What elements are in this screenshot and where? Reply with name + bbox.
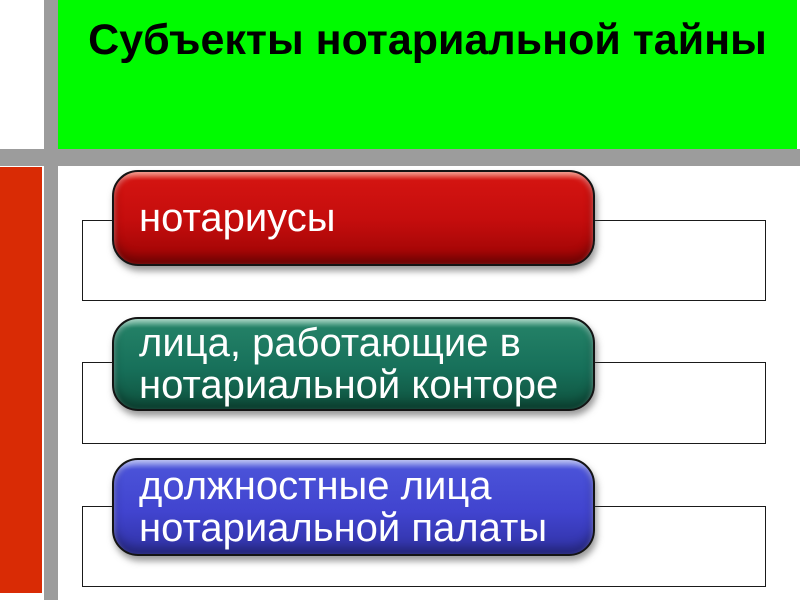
slide-title: Субъекты нотариальной тайны — [88, 16, 767, 64]
item-label: должностные лица нотариальной палаты — [139, 464, 548, 550]
item-label: нотариусы — [139, 196, 336, 240]
slide-header: Субъекты нотариальной тайны — [58, 0, 797, 149]
left-red-accent-bar — [0, 167, 42, 593]
header-shadow-band — [0, 149, 800, 166]
item-box-office-staff: лица, работающие в нотариальной конторе — [112, 317, 595, 411]
item-box-notaries: нотариусы — [112, 170, 595, 266]
item-box-chamber-officials: должностные лица нотариальной палаты — [112, 458, 595, 556]
item-label: лица, работающие в нотариальной конторе — [139, 321, 559, 407]
left-gray-bar — [44, 0, 58, 600]
